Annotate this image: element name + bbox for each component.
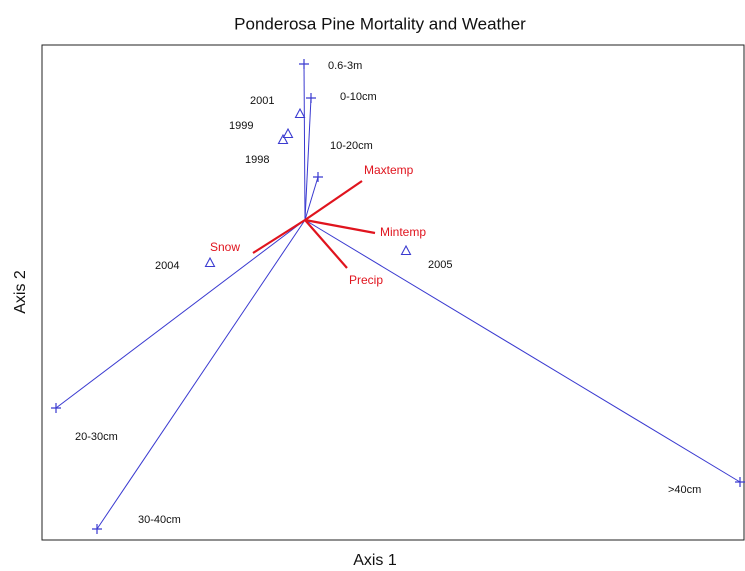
species-point	[51, 403, 61, 413]
species-vector	[304, 176, 319, 221]
species-label: 0-10cm	[340, 91, 377, 103]
species-point	[306, 93, 316, 103]
chart-title: Ponderosa Pine Mortality and Weather	[234, 14, 526, 33]
species-vector	[304, 219, 741, 483]
species-vector	[304, 97, 312, 221]
variables-label: Snow	[210, 240, 240, 254]
species-vector	[303, 63, 306, 221]
year-point	[282, 127, 294, 139]
species-point	[299, 59, 309, 69]
year-point	[204, 256, 216, 268]
species-label: 10-20cm	[330, 140, 373, 152]
years-label: 1998	[245, 154, 269, 166]
species-vector	[96, 219, 306, 530]
y-axis-label: Axis 2	[12, 270, 29, 314]
species-point	[92, 524, 102, 534]
variable-vector	[304, 180, 363, 221]
years-label: 2004	[155, 260, 179, 272]
species-label: 0.6-3m	[328, 60, 362, 72]
years-label: 1999	[229, 120, 253, 132]
variables-label: Mintemp	[380, 225, 426, 239]
species-label: 30-40cm	[138, 514, 181, 526]
year-point	[277, 133, 289, 145]
species-point	[735, 477, 745, 487]
year-point	[400, 244, 412, 256]
species-point	[313, 172, 323, 182]
variables-label: Precip	[349, 273, 383, 287]
x-axis-label: Axis 1	[353, 552, 397, 569]
species-label: 20-30cm	[75, 431, 118, 443]
years-label: 2001	[250, 95, 274, 107]
variable-vector	[304, 219, 348, 269]
species-vector	[55, 219, 306, 409]
years-label: 2005	[428, 259, 452, 271]
year-point	[294, 107, 306, 119]
species-label: >40cm	[668, 484, 701, 496]
plot-frame	[41, 44, 745, 541]
variable-vector	[304, 218, 376, 235]
variables-label: Maxtemp	[364, 163, 414, 177]
variable-vector	[252, 219, 306, 254]
